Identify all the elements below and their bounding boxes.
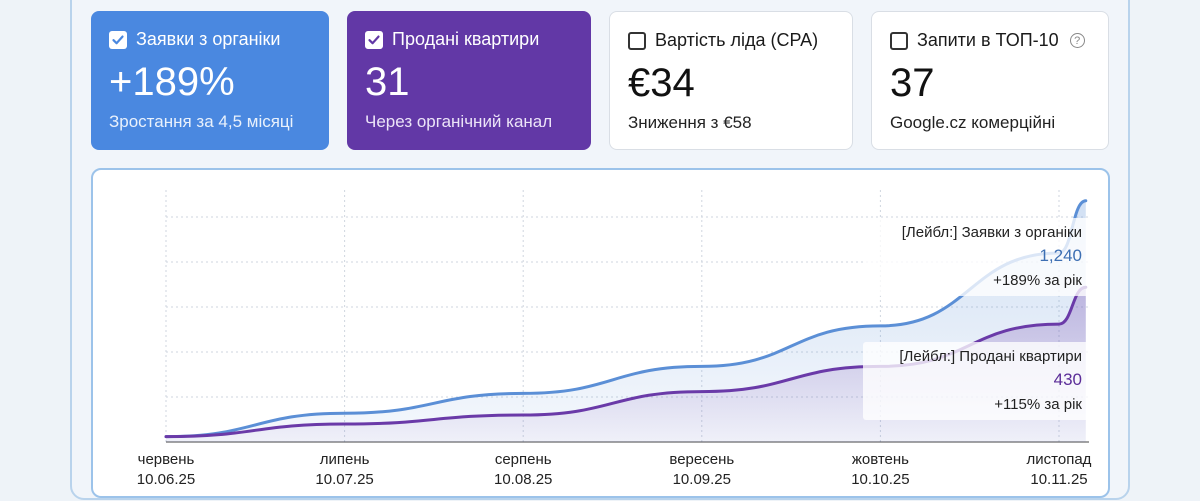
card-value: 31 bbox=[365, 60, 410, 104]
x-tick-date-0: 10.06.25 bbox=[137, 471, 195, 488]
annotation-value-0: 1,240 bbox=[1039, 246, 1082, 265]
kpi-card-2[interactable]: Вартість ліда (CPA) €34 Зниження з €58 bbox=[609, 11, 853, 150]
kpi-card-1[interactable]: Продані квартири 31 Через органічний канал bbox=[347, 11, 591, 150]
x-tick-date-5: 10.11.25 bbox=[1030, 471, 1087, 488]
x-tick-date-2: 10.08.25 bbox=[494, 471, 552, 488]
annotation-change-1: +115% за рік bbox=[994, 396, 1082, 413]
card-label: Запити в ТОП-10 bbox=[917, 30, 1059, 50]
growth-chart: [Лейбл:] Заявки з органіки 1,240 +189% за … bbox=[137, 190, 1092, 488]
kpi-card-3[interactable]: Запити в ТОП-10? 37 Google.cz комерційні bbox=[871, 11, 1109, 150]
annotation-value-1: 430 bbox=[1054, 370, 1082, 389]
x-tick-month-3: вересень bbox=[669, 451, 734, 468]
x-tick-month-1: липень bbox=[320, 451, 370, 468]
card-subtitle: Google.cz комерційні bbox=[890, 113, 1056, 132]
card-subtitle: Зниження з €58 bbox=[628, 113, 752, 132]
card-header: Продані квартири bbox=[365, 29, 573, 50]
card-header: Заявки з органіки bbox=[109, 29, 311, 50]
x-tick-date-4: 10.10.25 bbox=[851, 471, 909, 488]
x-tick-month-0: червень bbox=[138, 451, 195, 468]
card-subtitle: Через органічний канал bbox=[365, 112, 553, 131]
card-value: +189% bbox=[109, 60, 235, 104]
x-tick-month-4: жовтень bbox=[852, 451, 909, 468]
card-subtitle: Зростання за 4,5 місяці bbox=[109, 112, 294, 131]
series-line-1 bbox=[164, 285, 1088, 439]
kpi-card-0[interactable]: Заявки з органіки +189% Зростання за 4,5 м… bbox=[91, 11, 329, 150]
card-label: Продані квартири bbox=[392, 29, 540, 49]
checkbox-checked[interactable] bbox=[109, 30, 127, 49]
card-label: Заявки з органіки bbox=[136, 29, 281, 49]
annotation-box-0 bbox=[863, 218, 1089, 296]
annotation-box-1 bbox=[863, 342, 1089, 420]
card-value: €34 bbox=[628, 61, 695, 105]
annotation-label-1: [Лейбл:] Продані квартири bbox=[899, 348, 1082, 365]
checkbox-unchecked[interactable] bbox=[890, 31, 908, 50]
x-tick-date-1: 10.07.25 bbox=[315, 471, 373, 488]
annotation-label-0: [Лейбл:] Заявки з органіки bbox=[902, 224, 1082, 241]
x-tick-month-2: серпень bbox=[495, 451, 552, 468]
card-value: 37 bbox=[890, 61, 935, 105]
checkbox-unchecked[interactable] bbox=[628, 31, 646, 50]
card-label: Вартість ліда (CPA) bbox=[655, 30, 819, 50]
check-icon bbox=[368, 35, 380, 44]
x-tick-date-3: 10.09.25 bbox=[673, 471, 731, 488]
annotation-change-0: +189% за рік bbox=[993, 272, 1082, 289]
chart-panel: [Лейбл:] Заявки з органіки 1,240 +189% за … bbox=[91, 168, 1110, 498]
x-tick-month-5: листопад bbox=[1027, 451, 1092, 468]
card-header: Запити в ТОП-10? bbox=[890, 30, 1090, 51]
check-icon bbox=[112, 35, 124, 44]
checkbox-checked[interactable] bbox=[365, 30, 383, 49]
question-circle-icon[interactable]: ? bbox=[1069, 33, 1085, 48]
series-area-1 bbox=[166, 287, 1086, 442]
card-header: Вартість ліда (CPA) bbox=[628, 30, 834, 51]
